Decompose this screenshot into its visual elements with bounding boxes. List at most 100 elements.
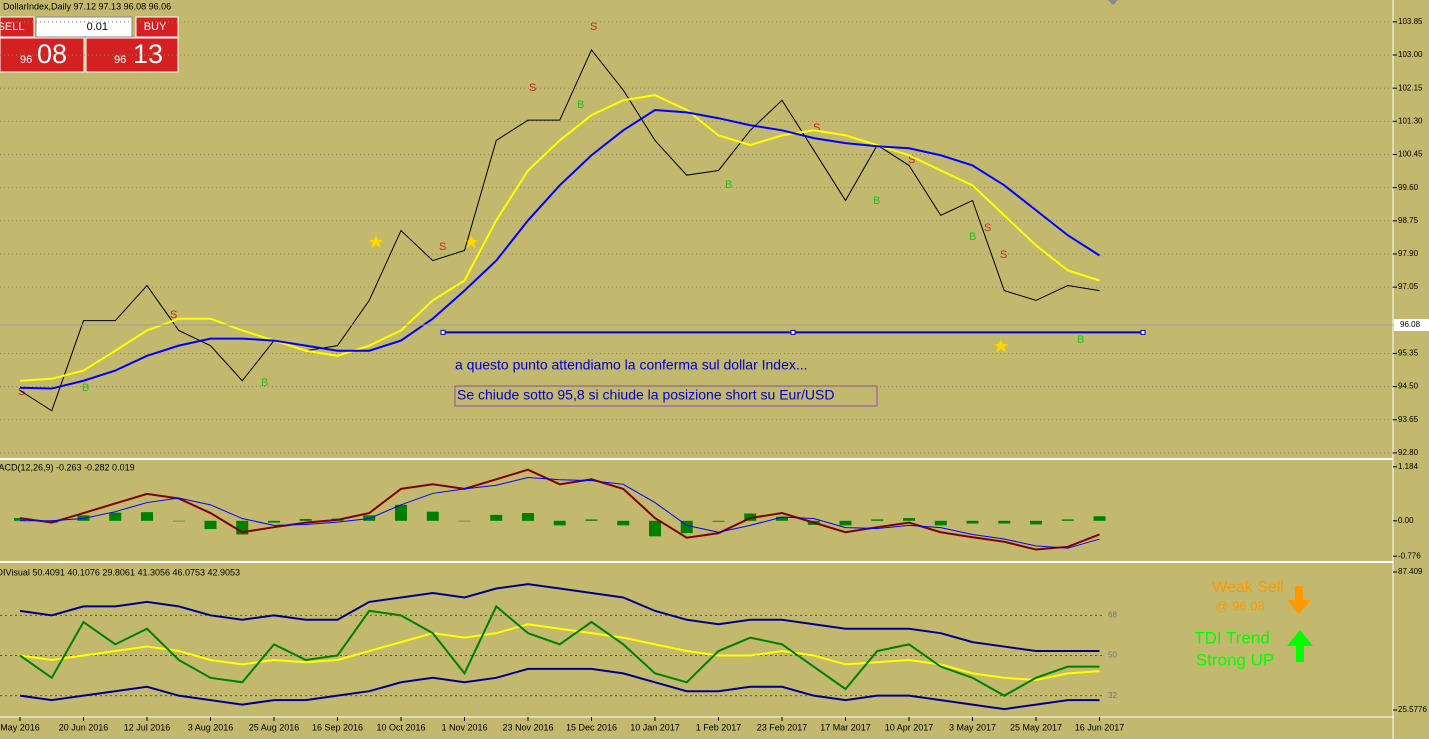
y-tick-label: 95.35 <box>1398 349 1419 358</box>
marker <box>1108 0 1118 5</box>
histogram-bar <box>204 520 217 530</box>
y-tick-label: 103.85 <box>1398 17 1423 26</box>
x-tick-label: 15 Dec 2016 <box>566 722 617 732</box>
histogram-bar <box>522 513 534 521</box>
histogram-bar <box>998 520 1011 524</box>
y-tick-label: 0.00 <box>1398 516 1414 525</box>
histogram-bar <box>966 520 979 524</box>
signal-sell: S <box>590 21 597 33</box>
x-tick-label: 16 Jun 2017 <box>1075 722 1125 732</box>
y-tick-label: 101.30 <box>1398 116 1423 125</box>
signal-buy: B <box>725 179 732 191</box>
histogram-bar <box>1030 520 1042 525</box>
x-tick-label: 25 May 2017 <box>1010 722 1062 732</box>
up-arrow <box>1287 630 1313 662</box>
histogram-bar <box>109 512 122 521</box>
window-title: DollarIndex,Daily 97.12 97.13 96.08 96.0… <box>3 1 171 11</box>
x-tick-label: 23 Nov 2016 <box>502 722 553 732</box>
histogram-bar <box>141 512 153 521</box>
signal-text: Weak Sell <box>1212 579 1284 596</box>
y-tick-label: 93.65 <box>1398 415 1419 424</box>
indicator-title: MACD(12,26,9) -0.263 -0.282 0.019 <box>0 462 135 472</box>
annotation-box <box>454 385 878 407</box>
series-line <box>19 583 1100 653</box>
signal-sell: S <box>170 309 177 321</box>
histogram-bar <box>458 520 471 522</box>
series-line <box>19 623 1100 682</box>
x-tick-label: 17 Mar 2017 <box>820 722 871 732</box>
annotation: Se chiude sotto 95,8 si chiude la posizi… <box>457 387 834 403</box>
lot-value: 0.01 <box>87 21 108 33</box>
histogram-bar <box>776 516 788 521</box>
last-price-label: 96.08 <box>1400 320 1421 329</box>
last-price-box <box>1394 318 1429 331</box>
series-line <box>19 667 1100 711</box>
y-tick-label: 103.00 <box>1398 50 1423 59</box>
sell-label: SELL <box>0 21 24 33</box>
histogram-bar <box>299 518 312 521</box>
series-line <box>19 94 1100 382</box>
signal-text: Strong UP <box>1196 650 1274 669</box>
annotation: a questo punto attendiamo la conferma su… <box>455 357 808 373</box>
level-label: 50 <box>1108 651 1117 660</box>
signal-buy: B <box>969 231 976 243</box>
histogram-bar <box>172 520 185 522</box>
lot-input[interactable] <box>35 16 133 38</box>
series-line <box>19 108 1101 390</box>
x-tick-label: 16 Sep 2016 <box>312 722 363 732</box>
signal-buy: B <box>577 99 584 111</box>
indicator-title: TDIVisual 50.4091 40.1076 29.8061 41.305… <box>0 567 240 577</box>
histogram-bar <box>490 514 503 521</box>
y-tick-label: 99.60 <box>1398 183 1419 192</box>
histogram-bar <box>903 518 915 521</box>
histogram-bar <box>268 520 280 523</box>
buy-price-small: 96 <box>114 54 126 66</box>
line-handle <box>790 329 796 335</box>
histogram-bar <box>553 520 566 526</box>
x-tick-label: 1 Nov 2016 <box>441 722 487 732</box>
x-tick-label: 3 Aug 2016 <box>188 722 234 732</box>
sell-price-box[interactable] <box>0 37 85 73</box>
star <box>369 235 383 248</box>
signal-sell: S <box>908 154 915 166</box>
histogram-bar <box>585 519 598 521</box>
star <box>994 339 1008 352</box>
signal-buy: B <box>82 382 89 394</box>
signal-text: TDI Trend <box>1194 628 1270 647</box>
y-tick-label: 92.80 <box>1398 448 1419 457</box>
buy-label: BUY <box>144 21 167 33</box>
histogram-bar <box>426 511 439 521</box>
signal-sell: S <box>439 241 446 253</box>
x-tick-label: 23 Feb 2017 <box>757 722 808 732</box>
series-line <box>19 604 1100 697</box>
star <box>464 235 478 248</box>
x-tick-label: 12 Jul 2016 <box>124 722 171 732</box>
histogram-bar <box>871 519 884 521</box>
signal-sell: S <box>984 222 991 234</box>
y-tick-label: 100.45 <box>1398 150 1423 159</box>
line-handle <box>1140 329 1146 335</box>
signal-buy: B <box>873 195 880 207</box>
signal-buy: B <box>1077 334 1084 346</box>
y-tick-label: 87.409 <box>1398 567 1423 576</box>
y-tick-label: 97.05 <box>1398 282 1419 291</box>
signal-buy: B <box>261 377 268 389</box>
histogram-bar <box>617 520 630 526</box>
line-handle <box>440 329 446 335</box>
x-tick-label: 10 Jan 2017 <box>630 722 680 732</box>
signal-sell: S <box>1000 249 1007 261</box>
trade-panel: SELL 0.01 BUY 96 08 96 13 <box>0 16 179 73</box>
histogram-bar <box>839 520 852 526</box>
buy-price-big: 13 <box>133 39 163 69</box>
level-label: 32 <box>1108 691 1117 700</box>
stars <box>369 235 1008 352</box>
x-tick-label: May 2016 <box>0 722 40 732</box>
histogram-bar <box>14 518 26 521</box>
level-label: 68 <box>1108 610 1117 619</box>
signal-sell: S <box>813 122 820 134</box>
buy-button[interactable] <box>135 16 179 38</box>
series-line <box>20 476 1100 549</box>
